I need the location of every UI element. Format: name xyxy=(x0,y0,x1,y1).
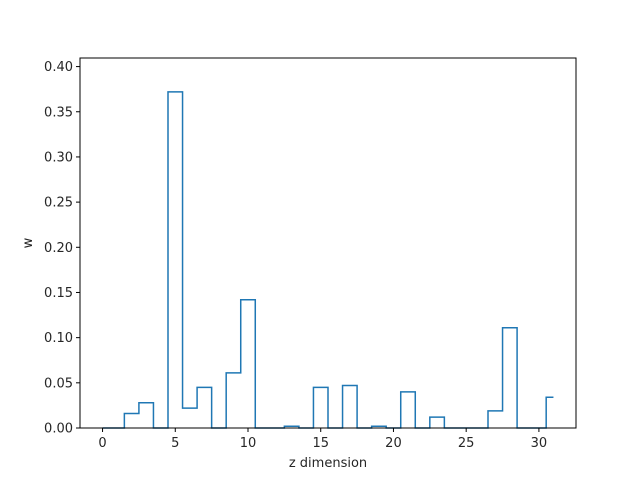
x-tick-label: 10 xyxy=(240,436,257,451)
x-tick-label: 0 xyxy=(98,436,106,451)
plot-area xyxy=(79,57,577,429)
x-axis-ticks: 0 5 10 15 20 25 30 xyxy=(98,428,547,451)
x-tick-label: 30 xyxy=(531,436,548,451)
x-tick-label: 20 xyxy=(385,436,402,451)
y-tick-label: 0.00 xyxy=(44,422,73,437)
y-tick-label: 0.15 xyxy=(44,286,73,301)
axes-background xyxy=(80,58,576,428)
y-tick-label: 0.25 xyxy=(44,196,73,211)
y-tick-label: 0.20 xyxy=(44,241,73,256)
y-tick-label: 0.30 xyxy=(44,150,73,165)
x-axis-label: z dimension xyxy=(289,456,367,471)
y-tick-label: 0.35 xyxy=(44,105,73,120)
y-axis-label: w xyxy=(21,237,36,248)
x-tick-label: 5 xyxy=(171,436,179,451)
axes-frame xyxy=(79,57,577,429)
y-tick-label: 0.10 xyxy=(44,331,73,346)
x-tick-label: 15 xyxy=(312,436,329,451)
y-tick-label: 0.40 xyxy=(44,60,73,75)
y-axis-ticks: 0.00 0.05 0.10 0.15 0.20 0.25 0.30 0.35 0.40 xyxy=(44,60,80,437)
y-tick-label: 0.05 xyxy=(44,376,73,391)
x-tick-label: 25 xyxy=(458,436,475,451)
